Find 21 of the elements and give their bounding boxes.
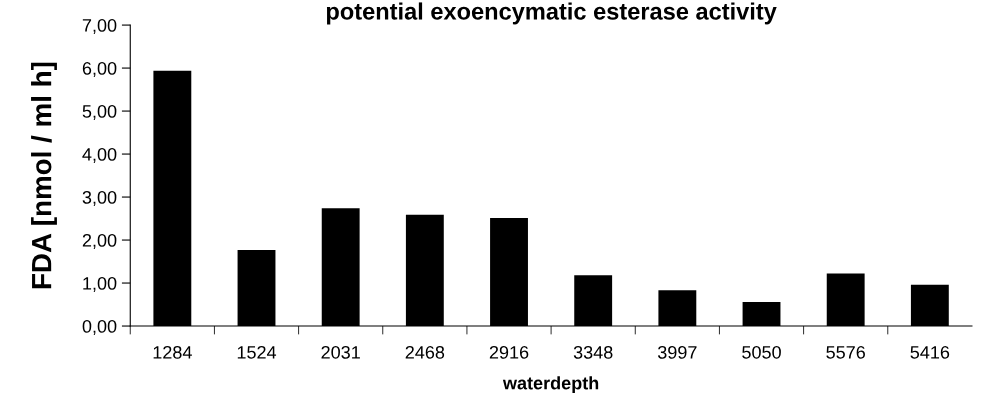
y-tick-label: 1,00 xyxy=(83,276,117,292)
y-tick-label: 0,00 xyxy=(82,319,117,335)
x-tick-label: 2031 xyxy=(321,345,360,359)
y-tick-label: 4,00 xyxy=(82,148,117,163)
x-axis-title: waterdepth xyxy=(502,376,599,394)
x-tick-label: 1284 xyxy=(153,345,192,359)
x-tick-label: 3348 xyxy=(573,345,613,359)
x-tick-label: 5416 xyxy=(910,345,950,359)
y-axis-title: FDA [nmol / ml h] xyxy=(31,62,57,289)
y-tick-label: 7,00 xyxy=(82,19,117,34)
x-tick-label: 2468 xyxy=(405,345,445,359)
x-tick-label: 2916 xyxy=(489,345,529,359)
x-tick-label: 3997 xyxy=(657,345,697,359)
y-tick-label: 6,00 xyxy=(82,62,117,77)
x-tick-label: 5576 xyxy=(826,345,865,359)
y-tick-label: 5,00 xyxy=(82,105,117,120)
y-tick-label: 3,00 xyxy=(82,190,117,206)
y-tick-label: 2,00 xyxy=(82,233,117,249)
chart-title: potential exoencymatic esterase activity xyxy=(326,2,777,25)
x-tick-label: 1524 xyxy=(237,345,277,359)
x-tick-label: 5050 xyxy=(742,345,781,359)
